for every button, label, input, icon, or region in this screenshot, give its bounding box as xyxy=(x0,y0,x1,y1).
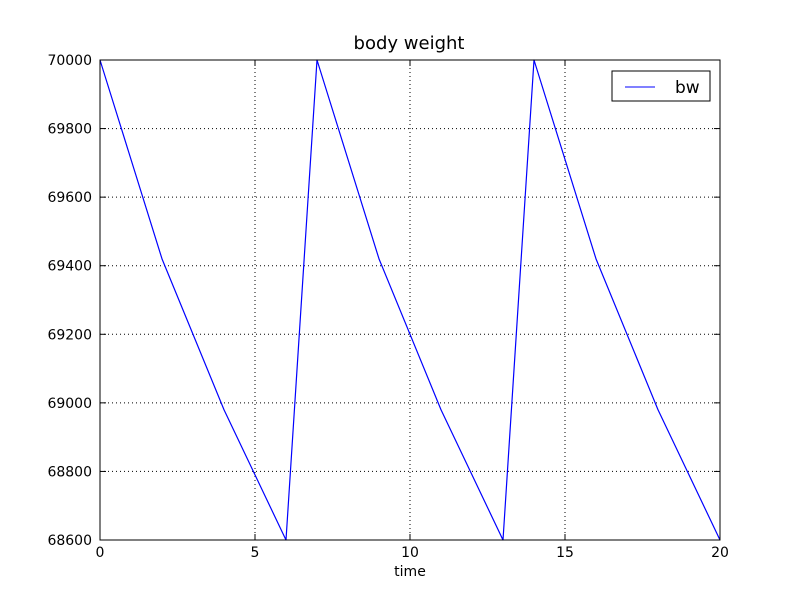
x-axis-ticks: 0 5 10 15 20 xyxy=(96,60,729,561)
y-tick-label: 69400 xyxy=(47,259,92,275)
x-tick-label: 5 xyxy=(251,545,260,561)
y-tick-label: 69000 xyxy=(47,396,92,412)
y-axis-ticks: 68600 68800 69000 69200 69400 69600 69800 70000 xyxy=(47,53,720,549)
y-tick-label: 69200 xyxy=(47,327,92,343)
x-tick-label: 20 xyxy=(711,545,729,561)
y-tick-label: 69600 xyxy=(47,190,92,206)
legend-box xyxy=(611,70,711,102)
grid xyxy=(100,60,720,540)
y-tick-label: 68800 xyxy=(47,464,92,480)
y-tick-label: 70000 xyxy=(47,53,92,69)
series-line-bw xyxy=(99,59,721,541)
y-tick-label: 68600 xyxy=(47,533,92,549)
chart-title: body weight xyxy=(354,33,465,54)
y-tick-label: 69800 xyxy=(47,122,92,138)
legend: bw xyxy=(611,70,711,102)
x-axis-label: time xyxy=(394,564,426,580)
legend-label-bw: bw xyxy=(675,78,700,98)
x-tick-label: 0 xyxy=(96,545,105,561)
x-tick-label: 15 xyxy=(556,545,574,561)
plot-area xyxy=(99,59,721,541)
x-tick-label: 10 xyxy=(401,545,419,561)
